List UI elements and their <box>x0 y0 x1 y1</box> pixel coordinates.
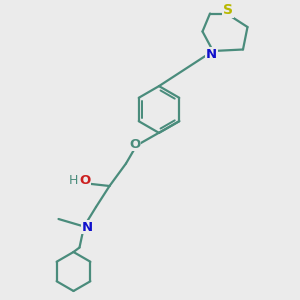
Text: O: O <box>129 137 141 151</box>
Text: N: N <box>206 48 217 61</box>
Text: N: N <box>81 220 93 234</box>
Text: H: H <box>69 174 78 187</box>
Text: S: S <box>223 4 233 17</box>
Text: O: O <box>79 174 90 187</box>
